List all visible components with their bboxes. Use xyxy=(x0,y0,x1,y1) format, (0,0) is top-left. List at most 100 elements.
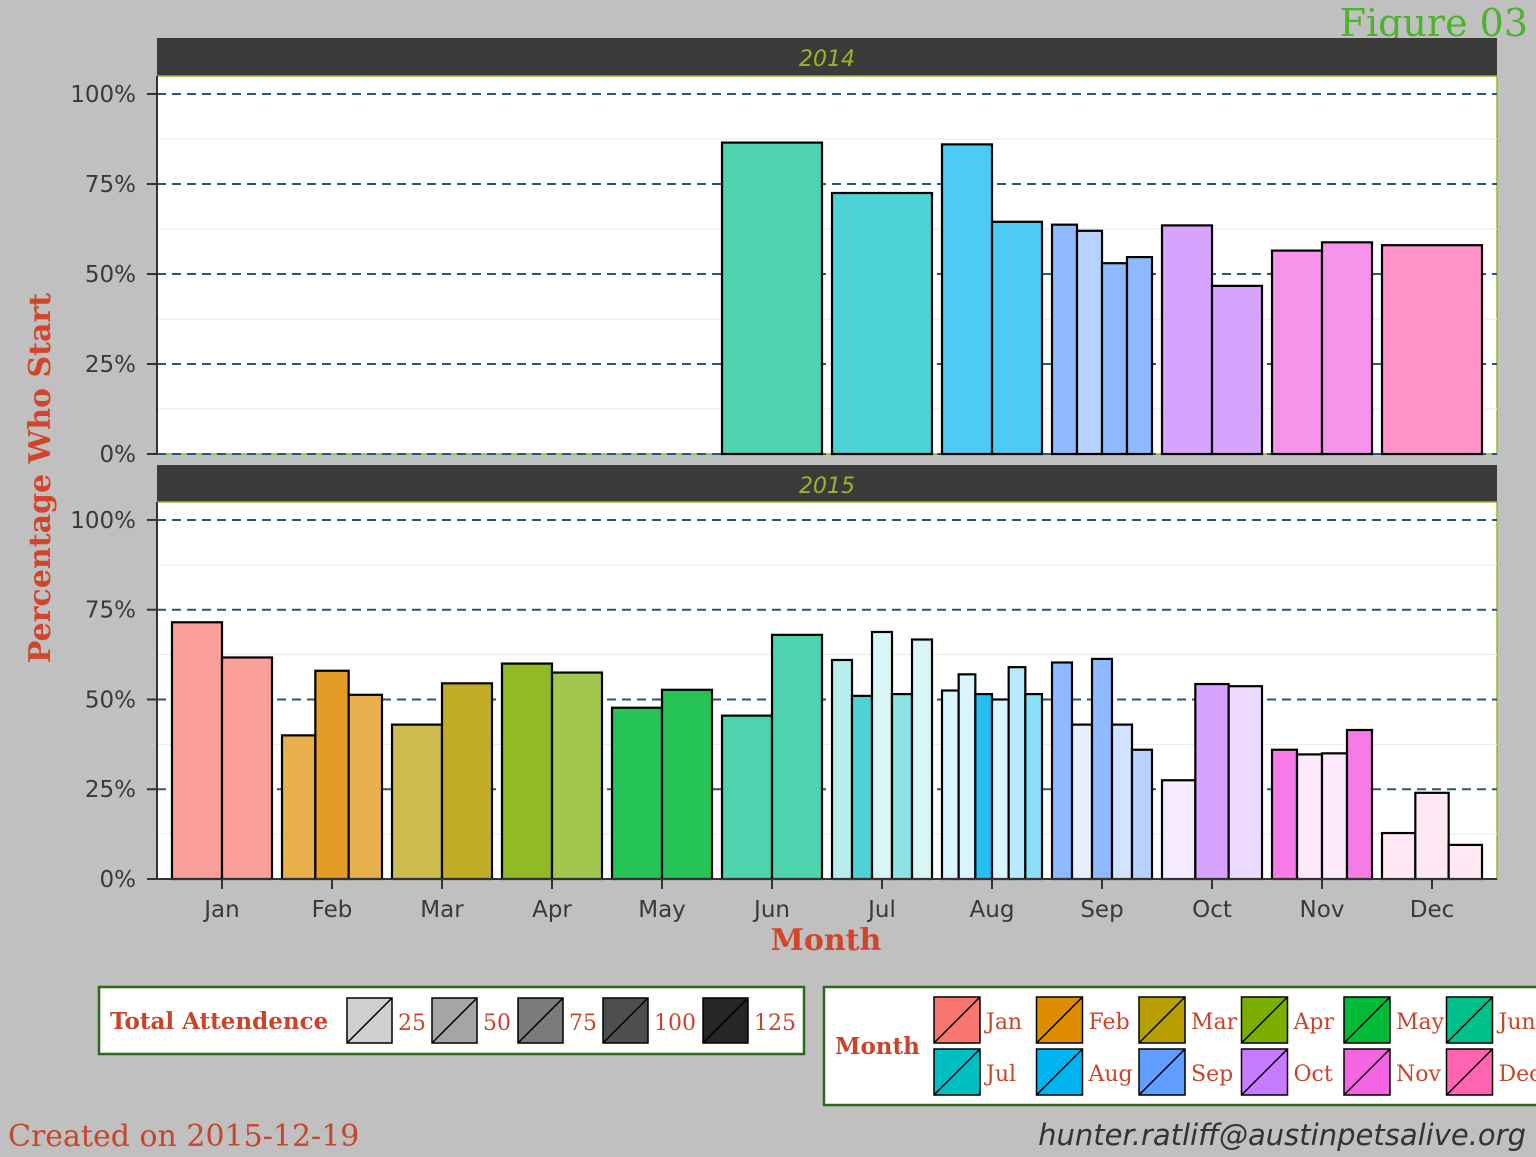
y-tick-label: 25% xyxy=(85,352,136,378)
bar-2015-Jan-2 xyxy=(222,657,272,879)
bar-2015-Aug-6 xyxy=(1025,694,1042,879)
attendance-legend-label: 50 xyxy=(483,1011,511,1036)
bar-2015-Oct-3 xyxy=(1229,686,1262,879)
bar-2015-Sep-2 xyxy=(1072,725,1092,879)
month-legend-label: May xyxy=(1396,1010,1445,1035)
month-legend-label: Aug xyxy=(1088,1062,1133,1087)
bar-2014-Dec-1 xyxy=(1382,245,1482,454)
bar-2015-Jun-1 xyxy=(722,716,772,879)
month-legend-label: Oct xyxy=(1294,1062,1333,1087)
x-tick-label: Mar xyxy=(420,897,464,923)
y-tick-label: 0% xyxy=(100,867,137,893)
author-email: hunter.ratliff@austinpetsalive.org xyxy=(1038,1118,1526,1152)
attendance-legend-label: 100 xyxy=(654,1011,696,1036)
month-legend-label: Jan xyxy=(984,1010,1022,1035)
x-tick-label: Dec xyxy=(1410,897,1455,923)
facet-label: 2014 xyxy=(799,47,855,72)
bar-2014-Sep-3 xyxy=(1102,263,1127,454)
bar-2014-Oct-2 xyxy=(1212,286,1262,454)
bar-2015-Nov-1 xyxy=(1272,750,1297,879)
bar-2014-Sep-2 xyxy=(1077,231,1102,454)
bar-2014-Nov-2 xyxy=(1322,242,1372,454)
x-tick-label: Aug xyxy=(970,897,1015,923)
bar-2015-Aug-2 xyxy=(959,674,976,879)
bar-2014-Sep-4 xyxy=(1127,257,1152,454)
bar-2015-Jul-2 xyxy=(852,696,872,879)
bar-2015-Nov-4 xyxy=(1347,730,1372,879)
bar-2015-Aug-1 xyxy=(942,691,959,880)
x-axis-title: Month xyxy=(771,923,882,958)
bar-2014-Oct-1 xyxy=(1162,225,1212,454)
created-date: Created on 2015-12-19 xyxy=(8,1119,359,1152)
attendance-legend-label: 75 xyxy=(569,1011,597,1036)
x-tick-label: May xyxy=(638,897,686,923)
bar-2015-Sep-4 xyxy=(1112,725,1132,879)
month-legend-label: Dec xyxy=(1499,1062,1536,1087)
bar-2015-Oct-2 xyxy=(1195,684,1228,879)
bar-2015-Jul-3 xyxy=(872,632,892,879)
y-tick-label: 100% xyxy=(70,508,136,534)
bar-2014-Aug-2 xyxy=(992,222,1042,454)
x-tick-label: Jul xyxy=(866,897,896,923)
month-legend-title: Month xyxy=(835,1033,920,1060)
bar-2014-Jun-1 xyxy=(722,143,822,454)
x-tick-label: Sep xyxy=(1080,897,1123,923)
bar-2015-Feb-3 xyxy=(349,695,382,879)
bar-2015-Mar-2 xyxy=(442,683,492,879)
bar-2015-Jan-1 xyxy=(172,622,222,879)
y-tick-label: 100% xyxy=(70,82,136,108)
bar-2015-Dec-2 xyxy=(1415,793,1448,879)
month-legend-label: Feb xyxy=(1089,1010,1130,1035)
month-legend-label: Nov xyxy=(1396,1062,1441,1087)
y-tick-label: 75% xyxy=(85,172,136,198)
bar-2014-Nov-1 xyxy=(1272,251,1322,454)
bar-2014-Aug-1 xyxy=(942,144,992,454)
month-legend-label: Jul xyxy=(984,1062,1016,1087)
bar-2015-Dec-1 xyxy=(1382,833,1415,879)
bar-2014-Jul-1 xyxy=(832,193,932,454)
bar-2015-Feb-2 xyxy=(315,671,348,879)
x-tick-label: Feb xyxy=(312,897,353,923)
bar-2015-Jul-1 xyxy=(832,660,852,879)
attendance-legend-label: 125 xyxy=(754,1011,796,1036)
x-tick-label: Jan xyxy=(202,897,239,923)
bar-2015-Nov-2 xyxy=(1297,754,1322,879)
bar-2015-May-1 xyxy=(612,708,662,879)
month-legend-label: Apr xyxy=(1293,1010,1335,1035)
bar-2015-Jul-5 xyxy=(912,640,932,879)
y-axis-title: Percentage Who Start xyxy=(23,293,58,663)
y-tick-label: 25% xyxy=(85,777,136,803)
y-tick-label: 0% xyxy=(100,442,137,468)
bar-2015-Sep-1 xyxy=(1052,662,1072,879)
plot-layer: 20140%25%50%75%100%20150%25%50%75%100%Ja… xyxy=(70,38,1497,923)
bar-2015-Mar-1 xyxy=(392,725,442,879)
bar-2014-Sep-1 xyxy=(1052,225,1077,454)
y-tick-label: 50% xyxy=(85,687,136,713)
attendance-legend-label: 25 xyxy=(398,1011,426,1036)
month-legend-label: Jun xyxy=(1497,1010,1536,1035)
attendance-legend-title: Total Attendence xyxy=(110,1008,328,1035)
bar-2015-Aug-3 xyxy=(975,694,992,879)
month-legend-label: Mar xyxy=(1191,1010,1238,1035)
bar-2015-Dec-3 xyxy=(1449,845,1482,879)
legend-layer: Total Attendence 25 50 75 100 125 Month Jan Feb M… xyxy=(99,987,1536,1105)
facet-label: 2015 xyxy=(799,474,855,499)
bar-2015-Aug-5 xyxy=(1009,667,1026,879)
bar-2015-Feb-1 xyxy=(282,735,315,879)
bar-2015-Jul-4 xyxy=(892,694,912,879)
bar-2015-Oct-1 xyxy=(1162,780,1195,879)
bar-2015-Apr-1 xyxy=(502,664,552,879)
x-tick-label: Apr xyxy=(532,897,572,923)
month-legend-label: Sep xyxy=(1191,1062,1233,1087)
bar-2015-Sep-5 xyxy=(1132,750,1152,879)
y-tick-label: 75% xyxy=(85,598,136,624)
bar-2015-Jun-2 xyxy=(772,635,822,879)
bar-2015-May-2 xyxy=(662,690,712,879)
x-tick-label: Oct xyxy=(1192,897,1232,923)
bar-2015-Aug-4 xyxy=(992,699,1009,879)
x-tick-label: Nov xyxy=(1300,897,1345,923)
bar-2015-Nov-3 xyxy=(1322,753,1347,879)
x-tick-label: Jun xyxy=(752,897,790,923)
